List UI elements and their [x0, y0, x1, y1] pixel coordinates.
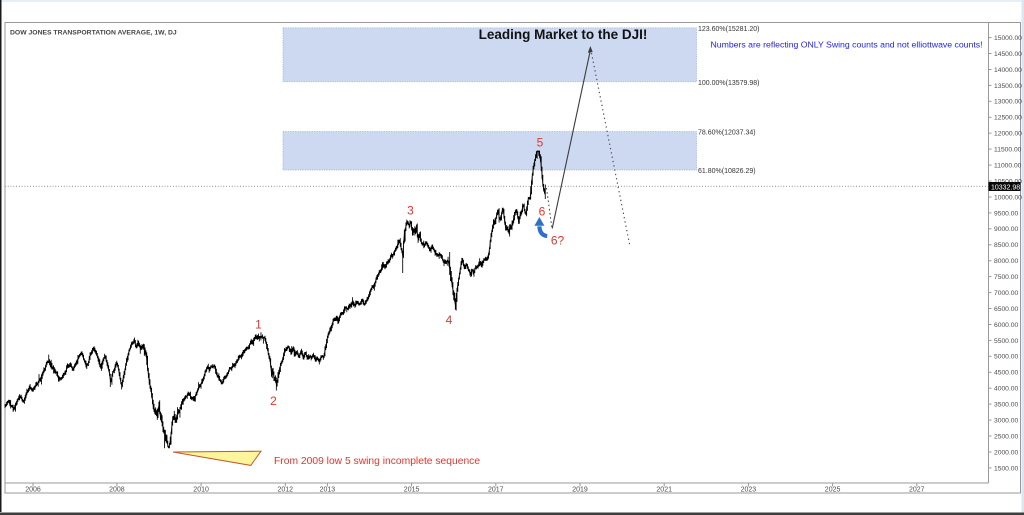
svg-text:2500.00: 2500.00: [994, 433, 1018, 440]
svg-text:4000.00: 4000.00: [994, 386, 1018, 393]
svg-text:14000.00: 14000.00: [994, 67, 1022, 74]
svg-text:9500.00: 9500.00: [994, 210, 1018, 217]
svg-text:6: 6: [539, 205, 546, 219]
svg-text:4500.00: 4500.00: [994, 370, 1018, 377]
svg-text:2013: 2013: [320, 487, 336, 494]
svg-text:8000.00: 8000.00: [994, 258, 1018, 265]
svg-text:3: 3: [407, 204, 414, 218]
svg-text:2000.00: 2000.00: [994, 449, 1018, 456]
svg-text:2023: 2023: [741, 487, 757, 494]
svg-text:13000.00: 13000.00: [994, 99, 1022, 106]
svg-text:10000.00: 10000.00: [994, 194, 1022, 201]
svg-text:2: 2: [270, 394, 277, 408]
svg-text:10500.00: 10500.00: [994, 178, 1022, 185]
svg-text:6000.00: 6000.00: [994, 322, 1018, 329]
svg-text:7500.00: 7500.00: [994, 274, 1018, 281]
svg-text:61.80%(10826.29): 61.80%(10826.29): [698, 168, 756, 175]
svg-text:3500.00: 3500.00: [994, 402, 1018, 409]
svg-text:8500.00: 8500.00: [994, 242, 1018, 249]
svg-text:1500.00: 1500.00: [994, 465, 1018, 472]
svg-text:DOW JONES TRANSPORTATION AVERA: DOW JONES TRANSPORTATION AVERAGE, 1W, DJ: [10, 30, 177, 37]
svg-text:5: 5: [537, 136, 544, 150]
svg-text:12000.00: 12000.00: [994, 131, 1022, 138]
svg-text:11500.00: 11500.00: [994, 147, 1022, 154]
svg-text:2008: 2008: [109, 487, 125, 494]
svg-text:Leading Market to the DJI!: Leading Market to the DJI!: [479, 27, 648, 42]
svg-text:2017: 2017: [488, 487, 504, 494]
svg-text:14500.00: 14500.00: [994, 51, 1022, 58]
svg-text:15000.00: 15000.00: [994, 35, 1022, 42]
svg-text:Numbers are reflecting ONLY Sw: Numbers are reflecting ONLY Swing counts…: [710, 39, 982, 49]
svg-text:12500.00: 12500.00: [994, 115, 1022, 122]
svg-text:9000.00: 9000.00: [994, 226, 1018, 233]
svg-text:11000.00: 11000.00: [994, 163, 1022, 170]
svg-text:78.60%(12037.34): 78.60%(12037.34): [698, 129, 756, 136]
svg-text:2027: 2027: [909, 487, 925, 494]
svg-text:10332.98: 10332.98: [991, 184, 1020, 191]
svg-text:2019: 2019: [572, 487, 588, 494]
svg-text:2021: 2021: [656, 487, 672, 494]
svg-text:2012: 2012: [278, 487, 294, 494]
svg-text:5500.00: 5500.00: [994, 338, 1018, 345]
svg-text:2015: 2015: [404, 487, 420, 494]
svg-text:6500.00: 6500.00: [994, 306, 1018, 313]
svg-text:1: 1: [255, 318, 262, 332]
svg-text:5000.00: 5000.00: [994, 354, 1018, 361]
svg-text:3000.00: 3000.00: [994, 418, 1018, 425]
svg-text:2006: 2006: [25, 487, 41, 494]
svg-text:123.60%(15281.20): 123.60%(15281.20): [698, 26, 760, 33]
svg-text:2010: 2010: [193, 487, 209, 494]
svg-text:From 2009 low 5 swing incomple: From 2009 low 5 swing incomplete sequenc…: [274, 456, 480, 467]
svg-text:100.00%(13579.98): 100.00%(13579.98): [698, 80, 760, 87]
svg-text:2025: 2025: [825, 487, 841, 494]
svg-text:7000.00: 7000.00: [994, 290, 1018, 297]
svg-text:13500.00: 13500.00: [994, 83, 1022, 90]
svg-text:4: 4: [446, 313, 453, 327]
svg-text:6?: 6?: [551, 234, 565, 248]
